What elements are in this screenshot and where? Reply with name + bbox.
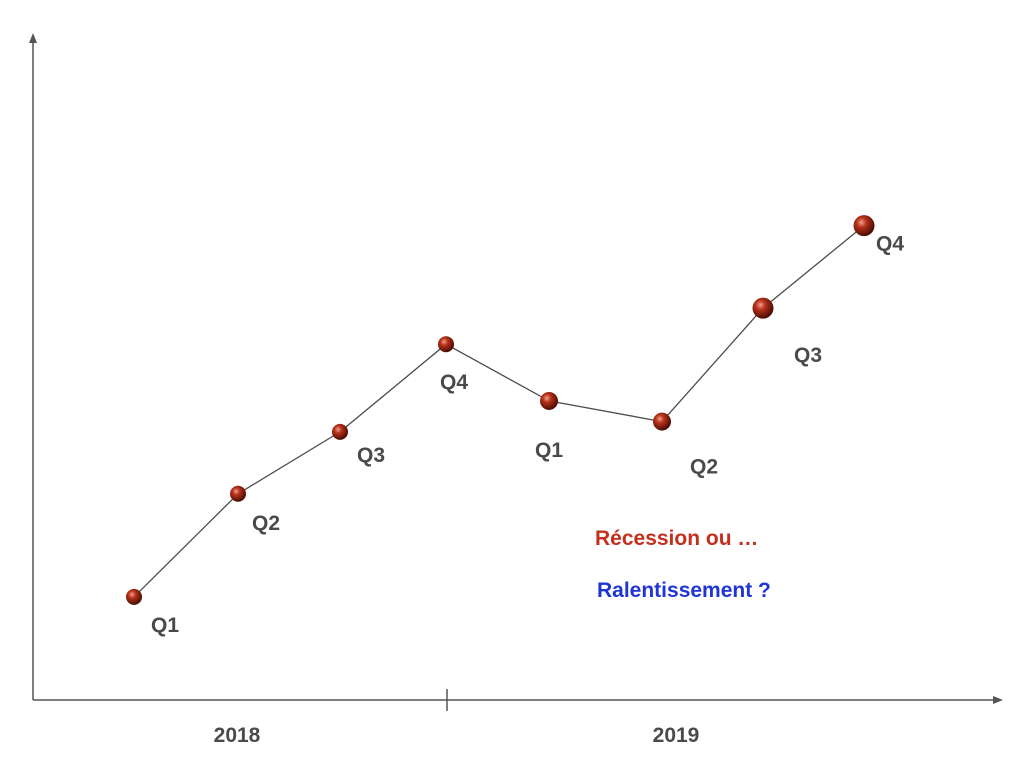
year-label-2018: 2018 [214,724,261,747]
year-label-2019: 2019 [653,724,700,747]
series-markers [126,215,875,605]
point-label-q2-2018: Q2 [252,512,280,535]
point-label-q4-2019: Q4 [876,233,904,256]
data-point-q4-2018 [438,336,454,353]
point-label-q3-2018: Q3 [357,444,385,467]
point-labels: Q1 Q2 Q3 Q4 Q1 Q2 Q3 Q4 [151,233,904,637]
series-line [133,225,865,598]
data-point-q2-2018 [230,485,246,502]
data-point-q2-2019 [653,412,671,431]
data-point-q3-2018 [332,423,348,440]
point-label-q3-2019: Q3 [794,344,822,367]
y-axis-arrow-icon [29,33,37,43]
x-axis-arrow-icon [993,696,1003,704]
point-label-q1-2019: Q1 [535,439,563,462]
data-point-q1-2019 [540,391,558,410]
point-label-q4-2018: Q4 [440,371,468,394]
data-point-q1-2018 [126,588,142,605]
annotation-recession: Récession ou … [595,527,758,550]
point-label-q2-2019: Q2 [690,456,718,479]
annotation-ralentissement: Ralentissement ? [597,579,771,602]
y-axis [29,33,37,700]
x-axis [33,689,1003,711]
data-point-q3-2019 [752,297,774,319]
data-point-q4-2019 [853,215,875,237]
point-label-q1-2018: Q1 [151,614,179,637]
